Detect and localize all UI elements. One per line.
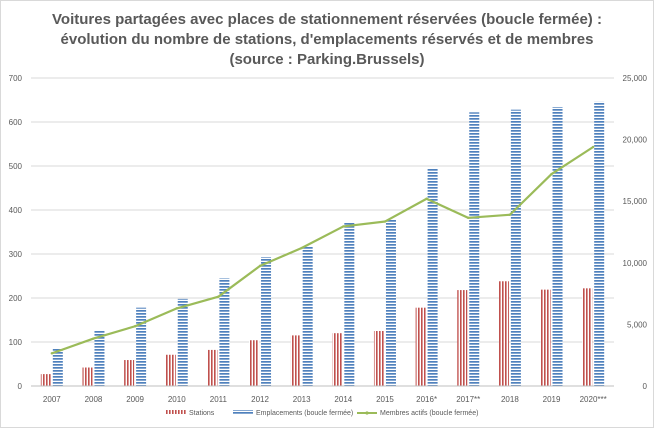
bar-emplacements <box>344 222 355 386</box>
bar-emplacements <box>385 219 396 386</box>
y-left-tick-label: 200 <box>9 294 23 303</box>
x-tick-label: 2016* <box>416 395 437 404</box>
x-tick-label: 2020*** <box>580 395 607 404</box>
y-right-tick-label: 10,000 <box>623 259 648 268</box>
point-membres-actifs <box>92 337 95 340</box>
bar-stations <box>207 349 218 386</box>
chart-title-line-1: Voitures partagées avec places de statio… <box>52 11 602 28</box>
bar-stations <box>498 281 509 386</box>
bars <box>40 101 605 387</box>
y-right-tick-label: 0 <box>643 382 648 391</box>
chart-title-line-3: (source : Parking.Brussels) <box>229 51 424 68</box>
point-membres-actifs <box>591 145 595 149</box>
point-membres-actifs <box>175 307 178 310</box>
point-membres-actifs <box>383 220 387 223</box>
x-tick-label: 2018 <box>501 395 519 404</box>
y-right-tick-label: 15,000 <box>623 197 648 206</box>
legend-emplacements-label: Emplacements (boucle fermée) <box>256 410 353 417</box>
x-tick-label: 2012 <box>251 395 269 404</box>
y-right-tick-label: 25,000 <box>623 74 648 83</box>
x-tick-label: 2009 <box>126 395 144 404</box>
point-membres-actifs <box>300 246 303 250</box>
point-membres-actifs <box>425 197 428 200</box>
point-membres-actifs <box>550 172 553 176</box>
bar-emplacements <box>302 246 313 386</box>
x-tick-label: 2007 <box>43 395 61 404</box>
legend-membres-actifs-marker <box>365 411 369 415</box>
bar-emplacements <box>219 278 230 386</box>
x-tick-label: 2010 <box>168 395 186 404</box>
axes: 0 100 200 300 400 500 600 700 0 5,000 10,000 15,000… <box>9 74 648 404</box>
bar-stations <box>82 367 93 386</box>
point-membres-actifs <box>217 295 220 298</box>
bar-stations <box>332 333 343 386</box>
y-left-tick-label: 600 <box>9 118 23 127</box>
bar-emplacements <box>552 107 563 386</box>
bar-emplacements <box>261 257 272 386</box>
bar-emplacements <box>427 168 438 386</box>
x-tick-label: 2008 <box>85 395 103 404</box>
legend-membres-actifs-label: Membres actifs (boucle fermée) <box>380 410 478 417</box>
y-left-tick-label: 100 <box>9 338 23 347</box>
line-membres-actifs <box>51 146 594 355</box>
bar-emplacements <box>94 331 105 386</box>
point-membres-actifs <box>133 325 137 328</box>
bar-emplacements <box>136 307 147 386</box>
legend-stations-label: Stations <box>189 410 215 417</box>
x-tick-label: 2011 <box>210 395 228 404</box>
y-left-tick-label: 400 <box>9 206 23 215</box>
x-tick-label: 2013 <box>293 395 311 404</box>
chart-title: Voitures partagées avec places de statio… <box>52 11 602 68</box>
chart-title-line-2: évolution du nombre de stations, d'empla… <box>61 31 594 48</box>
x-tick-label: 2014 <box>334 395 352 404</box>
y-right-tick-label: 5,000 <box>627 320 648 329</box>
bar-emplacements <box>594 101 605 386</box>
legend-emplacements-swatch <box>233 410 253 414</box>
line-series <box>50 145 595 355</box>
bar-stations <box>582 288 593 386</box>
bar-stations <box>540 289 551 386</box>
bar-emplacements <box>469 112 480 386</box>
bar-stations <box>290 335 301 386</box>
bar-stations <box>249 340 260 386</box>
point-membres-actifs <box>508 213 512 216</box>
gridlines <box>31 77 614 343</box>
x-tick-label: 2015 <box>376 395 394 404</box>
bar-emplacements <box>510 109 521 387</box>
legend: Stations Emplacements (boucle fermée) Memb… <box>166 410 478 417</box>
bar-emplacements <box>52 348 63 386</box>
x-tick-label: 2019 <box>543 395 561 404</box>
bar-stations <box>373 331 384 386</box>
y-left-tick-label: 0 <box>18 382 23 391</box>
bar-stations <box>415 307 426 386</box>
y-left-tick-label: 700 <box>9 74 23 83</box>
bar-stations <box>40 374 51 386</box>
point-membres-actifs <box>258 264 262 268</box>
bar-stations <box>165 354 176 386</box>
point-membres-actifs <box>50 352 54 355</box>
y-left-tick-label: 500 <box>9 162 23 171</box>
bar-stations <box>124 360 135 386</box>
x-tick-label: 2017** <box>456 395 480 404</box>
y-right-tick-label: 20,000 <box>623 136 648 145</box>
legend-stations-swatch <box>166 410 186 414</box>
bar-emplacements <box>177 298 188 386</box>
bar-stations <box>457 290 468 386</box>
point-membres-actifs <box>342 225 345 228</box>
y-left-tick-label: 300 <box>9 250 23 259</box>
point-membres-actifs <box>467 216 470 220</box>
